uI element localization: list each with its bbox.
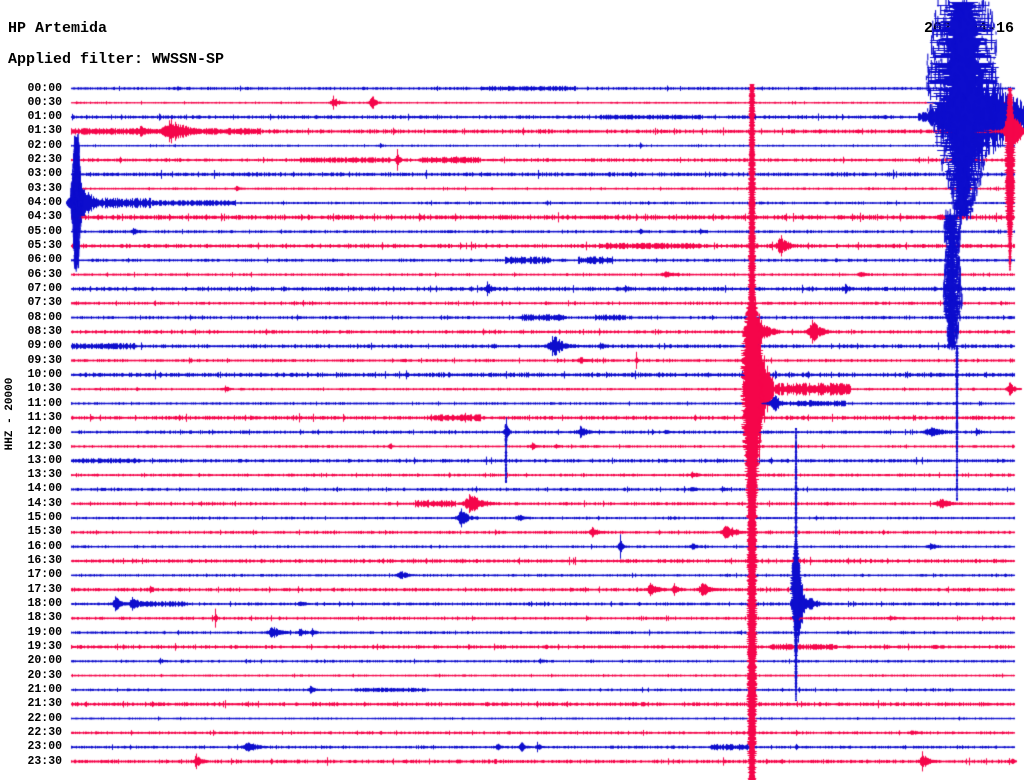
row-label: 12:30	[27, 439, 62, 453]
row-label: 19:00	[27, 625, 62, 639]
row-label: 03:30	[27, 181, 62, 195]
row-label: 01:30	[27, 124, 62, 138]
row-label: 14:00	[27, 482, 62, 496]
row-label: 06:30	[27, 267, 62, 281]
row-label: 13:00	[27, 453, 62, 467]
row-label: 18:30	[27, 611, 62, 625]
row-label: 08:30	[27, 324, 62, 338]
row-label: 01:00	[27, 110, 62, 124]
row-label: 15:30	[27, 525, 62, 539]
row-label: 20:30	[27, 668, 62, 682]
row-label: 07:00	[27, 281, 62, 295]
row-label: 04:30	[27, 210, 62, 224]
row-label: 02:30	[27, 153, 62, 167]
row-label: 13:30	[27, 468, 62, 482]
row-label: 12:00	[27, 425, 62, 439]
row-label: 08:00	[27, 310, 62, 324]
date-label: 2025-04-16	[923, 20, 1014, 37]
row-label: 23:30	[27, 754, 62, 768]
row-label: 18:00	[27, 597, 62, 611]
row-label: 14:30	[27, 496, 62, 510]
row-label: 19:30	[27, 639, 62, 653]
station-name: HP Artemida	[8, 20, 108, 37]
row-label: 17:00	[27, 568, 62, 582]
filter-label: Applied filter: WWSSN-SP	[8, 51, 225, 68]
row-label: 07:30	[27, 296, 62, 310]
row-label: 10:00	[27, 367, 62, 381]
row-label: 09:00	[27, 339, 62, 353]
row-label: 09:30	[27, 353, 62, 367]
row-label: 05:00	[27, 224, 62, 238]
row-label: 00:00	[27, 81, 62, 95]
row-label: 06:00	[27, 253, 62, 267]
row-label: 23:00	[27, 740, 62, 754]
row-label: 03:00	[27, 167, 62, 181]
row-label: 02:00	[27, 138, 62, 152]
row-label: 21:00	[27, 682, 62, 696]
row-label: 10:30	[27, 382, 62, 396]
row-label: 00:30	[27, 95, 62, 109]
row-label: 21:30	[27, 697, 62, 711]
row-label: 15:00	[27, 511, 62, 525]
row-label: 11:30	[27, 410, 62, 424]
row-label: 22:00	[27, 711, 62, 725]
row-label: 22:30	[27, 725, 62, 739]
row-label: 04:00	[27, 196, 62, 210]
row-label: 16:00	[27, 539, 62, 553]
row-label: 16:30	[27, 554, 62, 568]
row-label: 11:00	[27, 396, 62, 410]
row-label: 20:00	[27, 654, 62, 668]
row-label: 05:30	[27, 239, 62, 253]
row-label: 17:30	[27, 582, 62, 596]
